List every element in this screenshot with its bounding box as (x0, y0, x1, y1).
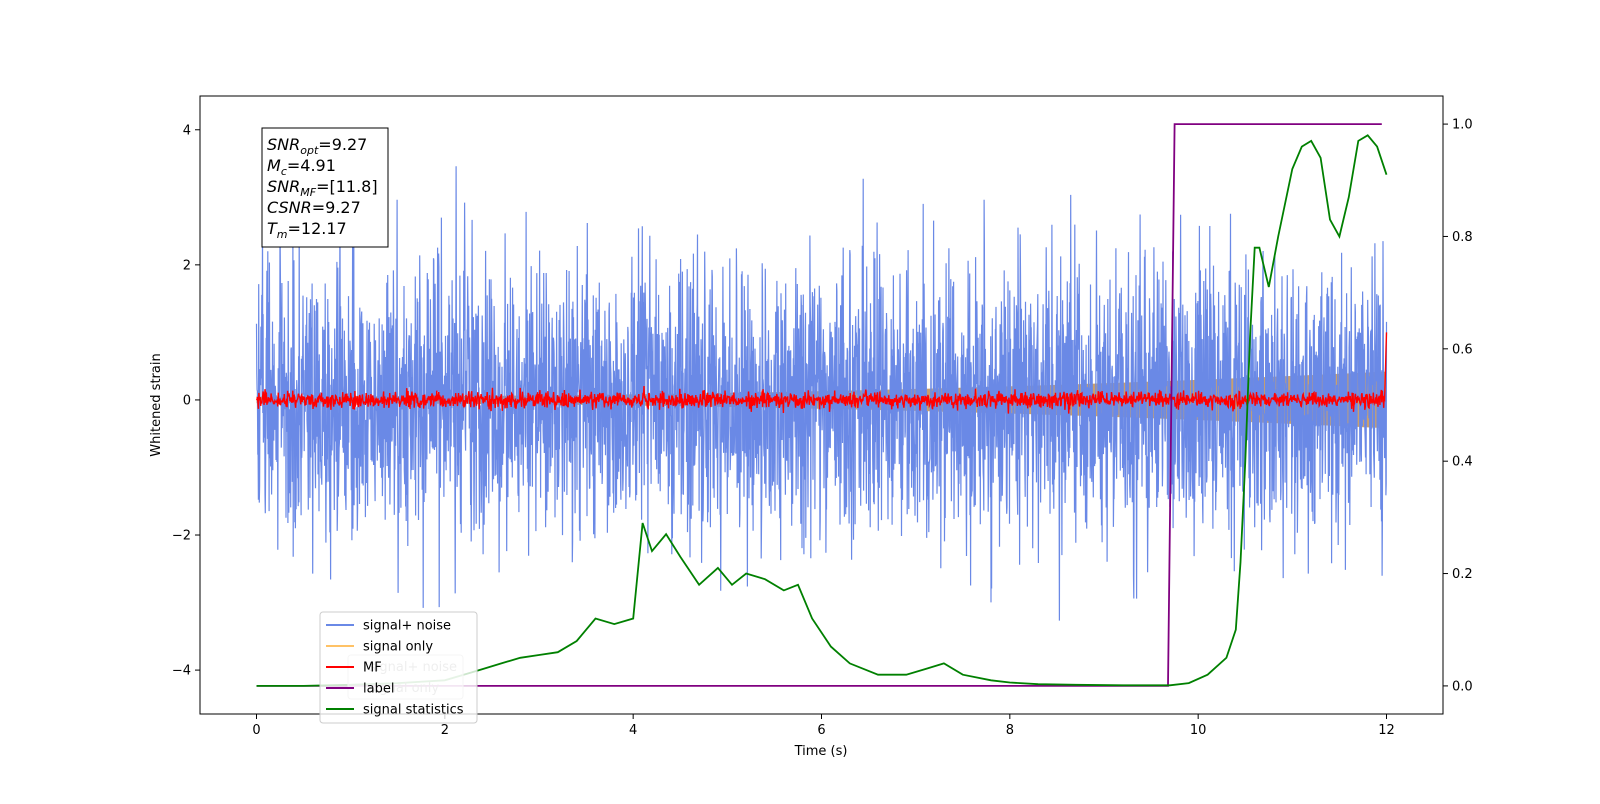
x-tick-label: 8 (1006, 723, 1014, 738)
x-tick-label: 10 (1190, 723, 1207, 738)
y-tick-label: 4 (183, 123, 191, 138)
y2-tick-label: 0.4 (1452, 455, 1473, 470)
right-axis-series-layer (256, 123, 1388, 687)
series-signal-statistics (256, 134, 1388, 687)
annotation-frame (261, 127, 389, 248)
annotation-line: Tm=12.17 (267, 219, 347, 241)
legend-label: MF (363, 661, 382, 676)
x-axis-label: Time (s) (794, 744, 848, 759)
y2-axis-ticks: 0.0 0.2 0.4 0.6 0.8 1.0 (1443, 118, 1473, 694)
x-tick-label: 2 (441, 723, 449, 738)
y2-tick-label: 0.6 (1452, 342, 1473, 357)
y-axis-ticks: −4 −2 0 2 4 (172, 123, 200, 679)
y2-tick-label: 1.0 (1452, 118, 1473, 133)
y-tick-label: −2 (172, 529, 191, 544)
legend-label: signal only (363, 640, 433, 655)
series-signal-noise (255, 166, 1388, 621)
main-legend: signal+ noise signal only MF label signal st… (319, 611, 478, 724)
legend-frame (319, 611, 478, 724)
legend: signal+ noise signal onlysignal+ noise sig… (319, 611, 478, 724)
y-tick-label: 0 (183, 393, 191, 408)
legend-label: signal+ noise (363, 619, 451, 634)
y-tick-label: −4 (172, 664, 191, 679)
annotation-line: CSNR=9.27 (267, 198, 361, 217)
x-tick-label: 12 (1378, 723, 1395, 738)
annotation-line: SNRopt=9.27 (267, 135, 367, 157)
y2-tick-label: 0.0 (1452, 679, 1473, 694)
signal-noise-layer (255, 166, 1388, 621)
y-tick-label: 2 (183, 258, 191, 273)
mf-layer (255, 332, 1388, 414)
x-axis-ticks: 0 2 4 6 8 10 12 (252, 714, 1395, 738)
x-tick-label: 4 (629, 723, 637, 738)
annotation-line: SNRMF=[11.8] (267, 177, 378, 199)
legend-label: label (363, 682, 394, 697)
series-label (256, 123, 1382, 687)
legend-label: signal statistics (363, 703, 464, 718)
series-mf (255, 332, 1388, 414)
annotation-line: Mc=4.91 (267, 156, 336, 178)
y2-tick-label: 0.2 (1452, 567, 1473, 582)
x-tick-label: 6 (817, 723, 825, 738)
y2-tick-label: 0.8 (1452, 230, 1473, 245)
y-axis-label: Whitened strain (149, 353, 164, 456)
x-tick-label: 0 (252, 723, 260, 738)
